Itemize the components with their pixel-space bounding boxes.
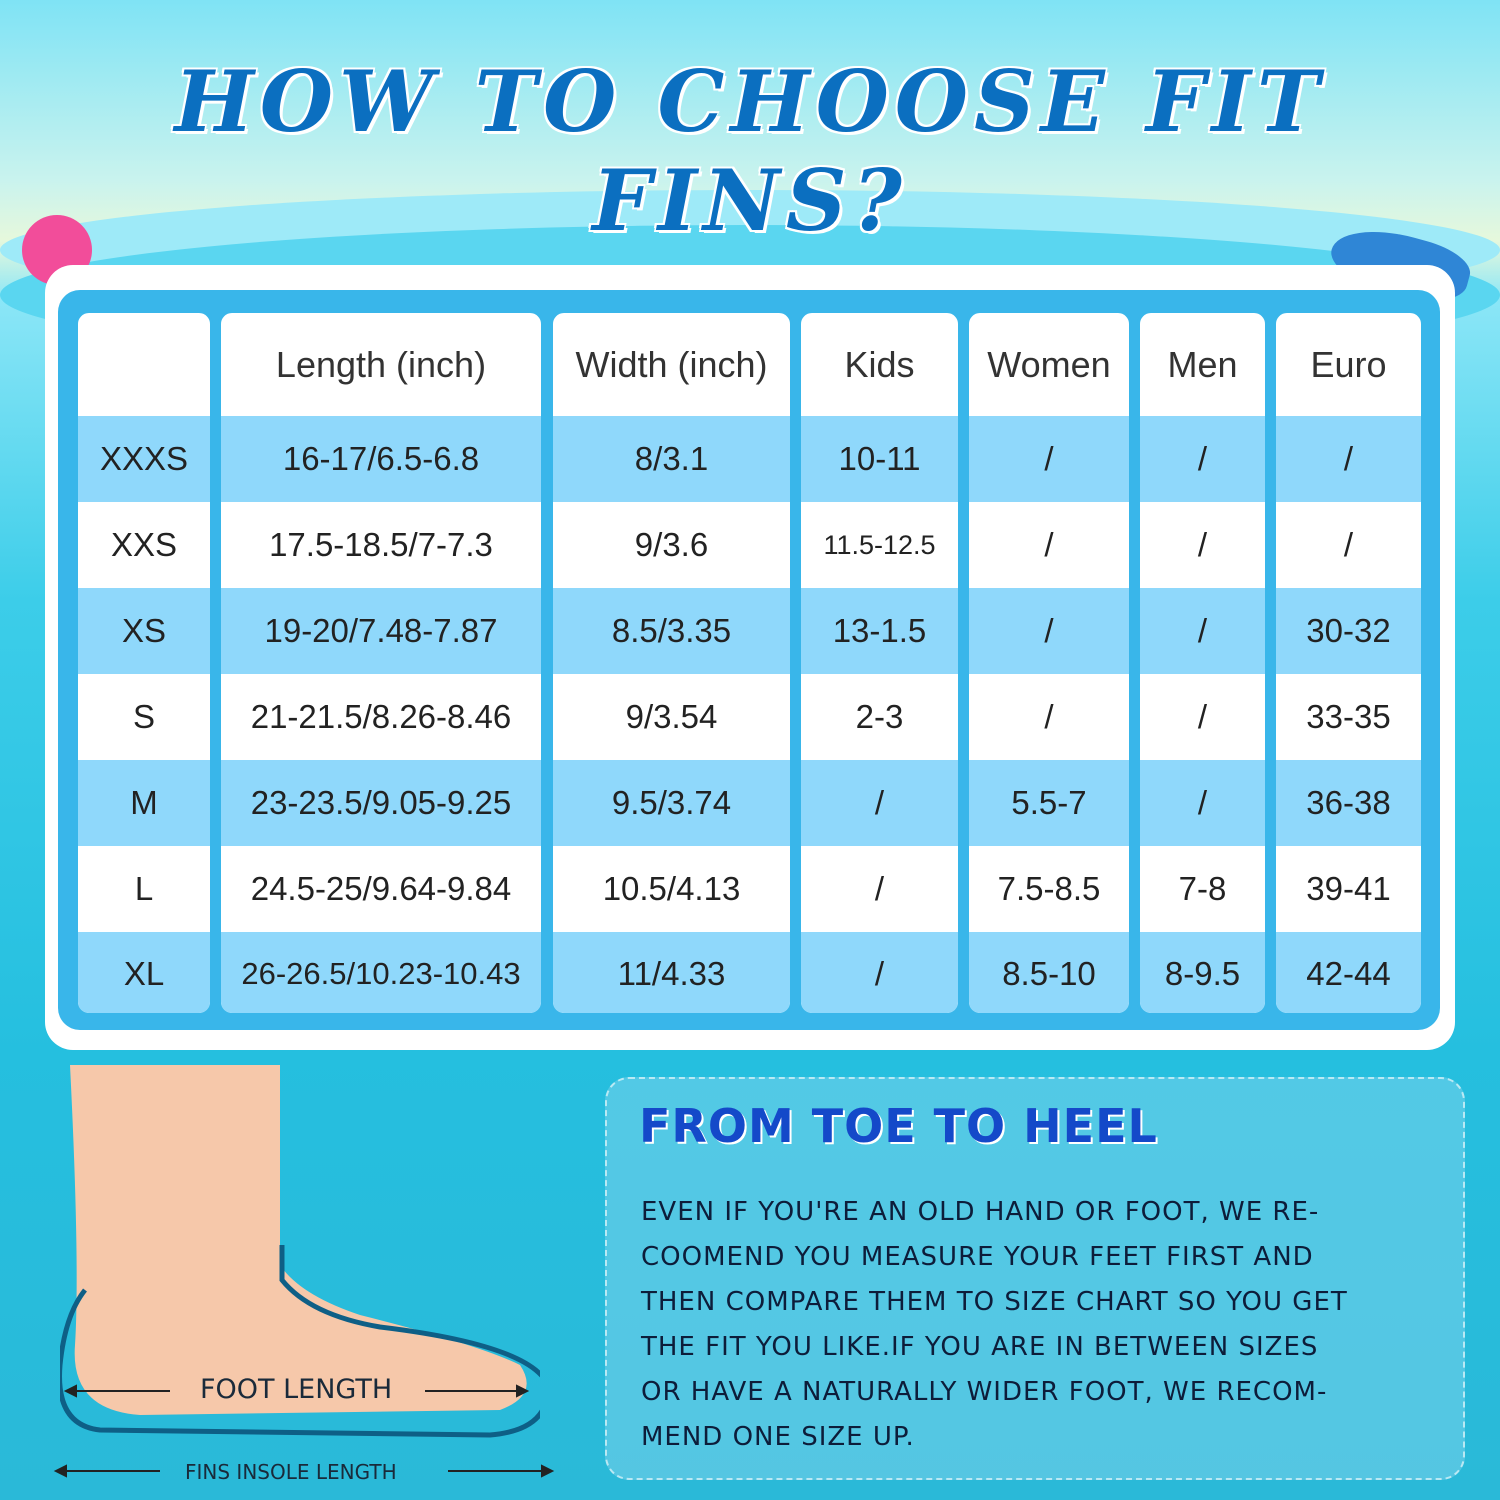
table-cell-length: 17.5-18.5/7-7.3: [269, 526, 493, 563]
table-cell-women: /: [969, 416, 1129, 502]
table-cell-length: 26-26.5/10.23-10.43: [221, 932, 541, 1013]
foot-illustration: [60, 1065, 540, 1438]
table-cell-width: 8/3.1: [553, 416, 790, 502]
table-cell-width: 8.5/3.35: [553, 588, 790, 674]
table-cell-size: XS: [78, 588, 210, 674]
table-cell-length: 19-20/7.48-7.87: [221, 588, 541, 674]
column-size: XXXS XXS XS S M L XL: [75, 310, 213, 1016]
table-cell-length: 21-21.5/8.26-8.46: [250, 698, 512, 735]
table-cell-men: 8-9.5: [1140, 932, 1265, 1013]
column-length: Length (inch) 16-17/6.5-6.8 17.5-18.5/7-7.…: [218, 310, 544, 1016]
table-cell-length: 23-23.5/9.05-9.25: [221, 760, 541, 846]
table-cell-size: XL: [78, 932, 210, 1013]
table-cell-women: 5.5-7: [969, 760, 1129, 846]
table-cell-euro: /: [1276, 416, 1421, 502]
info-heading: FROM TOE TO HEEL: [639, 1099, 1158, 1153]
table-cell-size: S: [132, 698, 155, 735]
table-cell-length: 24.5-25/9.64-9.84: [250, 870, 512, 907]
column-euro: Euro / / 30-32 33-35 36-38 39-41 42-44: [1273, 310, 1424, 1016]
table-cell-kids: 11.5-12.5: [823, 529, 936, 560]
table-cell-kids: /: [801, 760, 958, 846]
table-cell-euro: 36-38: [1276, 760, 1421, 846]
table-cell-euro: 39-41: [1306, 870, 1391, 907]
table-cell-men: /: [1197, 526, 1208, 563]
table-cell-width: 10.5/4.13: [602, 870, 741, 907]
info-box: FROM TOE TO HEEL EVEN IF YOU'RE AN OLD H…: [605, 1077, 1465, 1480]
table-cell-kids: 13-1.5: [801, 588, 958, 674]
table-cell-width: 9/3.6: [634, 526, 709, 563]
table-cell-women: /: [969, 588, 1129, 674]
table-cell-men: /: [1197, 698, 1208, 735]
table-cell-size: XXS: [110, 526, 178, 563]
header-length: Length (inch): [275, 343, 487, 385]
page-title: HOW TO CHOOSE FIT FINS?: [174, 52, 1326, 250]
header-women: Women: [987, 343, 1111, 385]
table-cell-euro: 33-35: [1306, 698, 1391, 735]
info-text-line: MEND ONE SIZE UP.: [641, 1422, 915, 1452]
table-cell-width: 9.5/3.74: [553, 760, 790, 846]
table-cell-men: /: [1140, 416, 1265, 502]
table-cell-kids: /: [874, 870, 885, 907]
table-cell-euro: 30-32: [1276, 588, 1421, 674]
info-text-line: OR HAVE A NATURALLY WIDER FOOT, WE RECOM…: [641, 1377, 1328, 1407]
table-cell-length: 16-17/6.5-6.8: [221, 416, 541, 502]
table-cell-women: 8.5-10: [969, 932, 1129, 1013]
table-cell-women: /: [1044, 698, 1054, 735]
table-cell-men: /: [1140, 760, 1265, 846]
table-cell-women: 7.5-8.5: [997, 870, 1101, 907]
table-cell-euro: /: [1343, 526, 1354, 563]
foot-length-label: FOOT LENGTH: [200, 1374, 393, 1405]
table-cell-euro: 42-44: [1276, 932, 1421, 1013]
table-cell-width: 9/3.54: [625, 698, 718, 735]
info-text-line: THE FIT YOU LIKE.IF YOU ARE IN BETWEEN S…: [641, 1332, 1319, 1362]
table-cell-size: L: [134, 870, 154, 907]
column-kids: Kids 10-11 11.5-12.5 13-1.5 2-3 / / /: [798, 310, 961, 1016]
table-cell-men: 7-8: [1178, 870, 1227, 907]
header-width: Width (inch): [575, 343, 768, 385]
header-men: Men: [1167, 343, 1238, 385]
insole-outline: [60, 1245, 540, 1438]
table-cell-kids: 2-3: [855, 698, 904, 735]
column-women: Women / / / / 5.5-7 7.5-8.5 8.5-10: [966, 310, 1132, 1016]
header-kids: Kids: [844, 343, 915, 385]
table-cell-size: XXXS: [78, 416, 210, 502]
header-euro: Euro: [1310, 343, 1387, 385]
table-cell-women: /: [1044, 526, 1054, 563]
table-cell-size: M: [78, 760, 210, 846]
info-text-line: EVEN IF YOU'RE AN OLD HAND OR FOOT, WE R…: [641, 1197, 1320, 1227]
table-cell-kids: /: [801, 932, 958, 1013]
insole-length-label: FINS INSOLE LENGTH: [185, 1460, 397, 1484]
table-cell-men: /: [1140, 588, 1265, 674]
info-text-line: THEN COMPARE THEM TO SIZE CHART SO YOU G…: [641, 1287, 1348, 1317]
column-width: Width (inch) 8/3.1 9/3.6 8.5/3.35 9/3.54 9.5/…: [550, 310, 793, 1016]
table-cell-kids: 10-11: [801, 416, 958, 502]
foot-shape: [70, 1065, 527, 1415]
table-cell-width: 11/4.33: [553, 932, 790, 1013]
column-men: Men / / / / / 7-8 8-9.5: [1137, 310, 1268, 1016]
info-text-line: COOMEND YOU MEASURE YOUR FEET FIRST AND: [641, 1242, 1314, 1272]
